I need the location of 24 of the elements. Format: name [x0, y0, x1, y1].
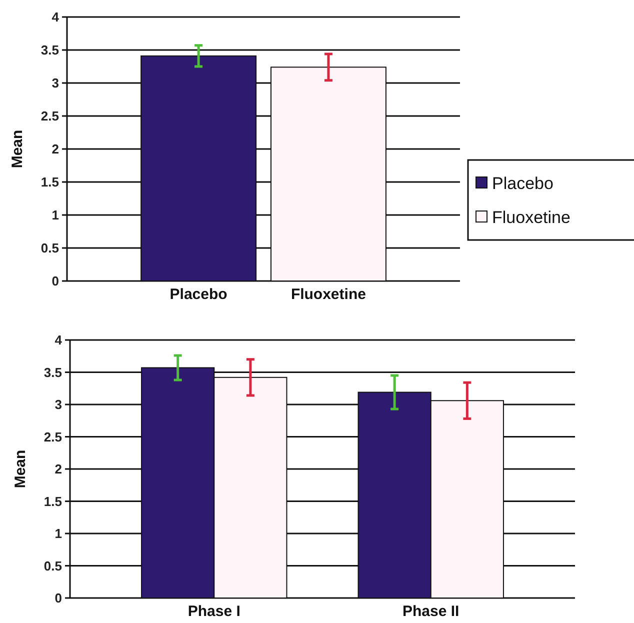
- y-tick-label: 0: [52, 274, 59, 289]
- legend-label: Placebo: [492, 174, 554, 193]
- y-tick-label: 0.5: [40, 240, 59, 256]
- y-tick-label: 1.5: [40, 174, 59, 190]
- y-tick-label: 0.5: [44, 558, 62, 574]
- y-tick-label: 1: [52, 208, 59, 223]
- y-tick-label: 1.5: [44, 494, 62, 509]
- y-tick-label: 2: [52, 142, 59, 157]
- y-tick-label: 1: [54, 526, 62, 542]
- y-tick-label: 2.5: [44, 429, 62, 444]
- y-tick-label: 3: [54, 397, 62, 412]
- y-axis-title: Mean: [9, 130, 26, 168]
- x-tick-label: Phase II: [402, 603, 460, 620]
- x-tick-label: Phase I: [188, 603, 240, 620]
- y-tick-label: 3: [52, 76, 59, 91]
- y-tick-label: 3.5: [40, 42, 59, 58]
- y-tick-label: 4: [52, 10, 60, 25]
- y-tick-label: 3.5: [44, 364, 62, 380]
- y-tick-label: 2.5: [40, 108, 59, 124]
- legend-label: Fluoxetine: [492, 208, 570, 227]
- y-tick-label: 2: [54, 462, 62, 477]
- y-axis-title: Mean: [12, 450, 29, 488]
- y-tick-label: 4: [54, 332, 63, 348]
- y-tick-label: 0: [54, 590, 62, 606]
